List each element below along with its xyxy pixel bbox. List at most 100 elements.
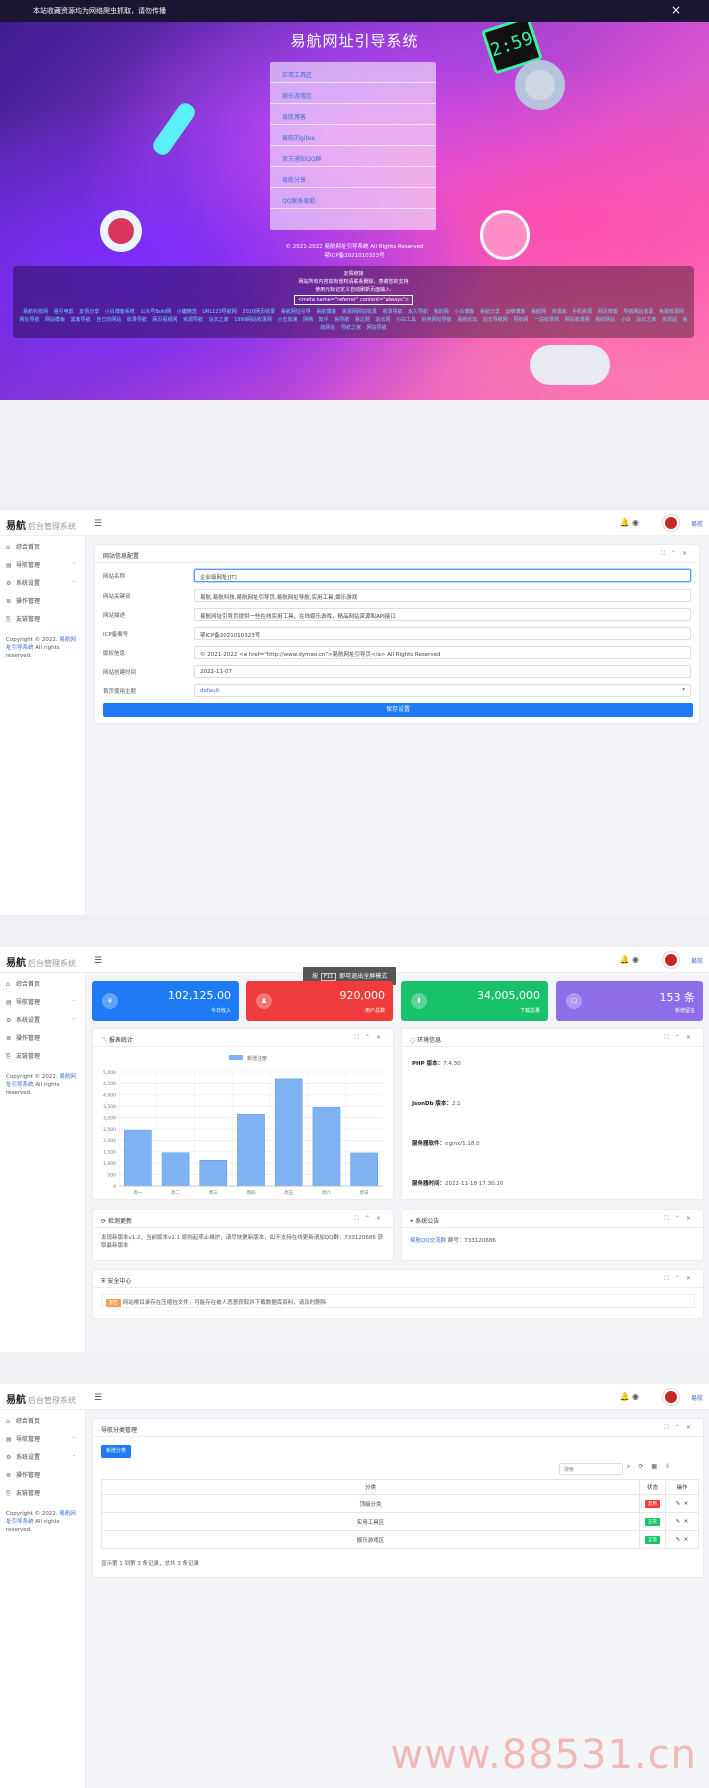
x-tick-label: 周六 bbox=[322, 1189, 331, 1196]
avatar[interactable] bbox=[663, 952, 679, 968]
y-tick-label: 1,500 bbox=[103, 1150, 116, 1156]
gear-icon: ⚙ bbox=[6, 1017, 12, 1024]
card-tools[interactable]: ⛶⌃✕ bbox=[664, 1215, 697, 1222]
theme-icon[interactable]: ◉ bbox=[632, 518, 639, 527]
theme-icon[interactable]: ◉ bbox=[632, 955, 639, 964]
menu-toggle-icon[interactable]: ☰ bbox=[94, 956, 103, 966]
sidebar-item-settings[interactable]: ⚙ 系统设置 ⌄ bbox=[6, 578, 76, 587]
x-tick-label: 周五 bbox=[284, 1190, 293, 1196]
card-title: 〽 报表统计 ⛶⌃✕ bbox=[93, 1029, 393, 1047]
delete-icon[interactable]: ✕ bbox=[683, 1518, 689, 1525]
admin-dashboard-screen: 易航 后台管理系统 ☰ 🔔 ◉ 易航 ⌂ 综合首页 ▤ 导航管理 ⌄ ⚙ 系统设置 ⌄ ≣ 操… bbox=[0, 947, 709, 1352]
admin-nav-screen: 易航 后台管理系统 ☰ 🔔 ◉ 易航 ⌂ 综合首页 ▤ 导航管理 ⌄ ⚙ 系统设置 ⌄ ≣ 操… bbox=[0, 1384, 709, 1788]
hero-menu-item[interactable]: 官方通知QQ群 bbox=[270, 146, 436, 167]
copyright-field[interactable]: © 2021-2022 <a href="http://www.dymao.cn… bbox=[194, 646, 691, 659]
bar bbox=[124, 1129, 152, 1187]
theme-select[interactable]: default ▾ bbox=[194, 684, 691, 697]
user-name[interactable]: 易航 bbox=[690, 958, 703, 965]
sidebar-item-settings[interactable]: ⚙ 系统设置 ⌄ bbox=[6, 1015, 76, 1024]
security-card: ⛨ 安全中心 ⛶⌃✕ 警告 网站根目录存在压缩包文件，可能存在被人恶意获取并下载数… bbox=[92, 1269, 704, 1319]
hero-banner: 2:59 本站收藏资源均为网络爬虫抓取，请勿传播 × 易航网址引导系统 实用工具… bbox=[0, 0, 709, 400]
icp-field[interactable]: 鄂ICP备2021010323号 bbox=[194, 627, 691, 640]
stat-tile-messages[interactable]: ☐ 153 条新增留言 bbox=[556, 981, 703, 1021]
col-header[interactable]: 状态 bbox=[639, 1479, 666, 1495]
notification-icon[interactable]: 🔔 bbox=[619, 1392, 630, 1401]
notice-link[interactable]: 易航QQ交流群 bbox=[410, 1238, 447, 1244]
status-badge[interactable]: 正常 bbox=[645, 1535, 660, 1544]
avatar[interactable] bbox=[663, 515, 679, 531]
sidebar-item-home[interactable]: ⌂ 综合首页 bbox=[6, 1418, 41, 1425]
status-badge[interactable]: 正常 bbox=[645, 1517, 660, 1526]
home-icon: ⌂ bbox=[6, 544, 10, 551]
card-tools[interactable]: ⛶⌃✕ bbox=[660, 550, 693, 557]
keywords-field[interactable]: 易航,易航科技,易航网址引导页,易航网址导航,实用工具,娱乐游戏 bbox=[194, 589, 691, 602]
hero-menu-item[interactable]: 易航博客 bbox=[270, 104, 436, 125]
close-icon[interactable]: × bbox=[670, 3, 681, 17]
edit-icon[interactable]: ✎ bbox=[675, 1536, 681, 1543]
search-input[interactable]: 搜索 bbox=[559, 1463, 623, 1475]
col-header[interactable]: 分类 bbox=[101, 1479, 640, 1495]
card-tools[interactable]: ⛶⌃✕ bbox=[664, 1275, 697, 1282]
form-row: 网站创建时间 2022-11-07 bbox=[103, 665, 701, 679]
hero-menu-item[interactable]: 实用工具区 bbox=[270, 62, 436, 83]
fullscreen-tooltip: 按 F11 即可退出全屏模式 bbox=[303, 967, 397, 985]
site-name-field[interactable]: 企业级网址[IT] bbox=[194, 569, 691, 582]
sidebar: ⌂ 综合首页 ▤ 导航管理 ⌄ ⚙ 系统设置 ⌄ ≣ 操作管理 ⎘ 友链管理 Copyrigh… bbox=[0, 536, 86, 915]
user-name[interactable]: 易航 bbox=[690, 1395, 703, 1402]
sidebar-item-home[interactable]: ⌂ 综合首页 bbox=[6, 544, 41, 551]
sidebar-item-ops[interactable]: ≣ 操作管理 bbox=[6, 1472, 41, 1479]
add-category-button[interactable]: 新增分类 bbox=[101, 1445, 131, 1458]
y-tick-label: 3,000 bbox=[103, 1115, 116, 1121]
theme-icon[interactable]: ◉ bbox=[632, 1392, 639, 1401]
sidebar-item-nav[interactable]: ▤ 导航管理 ⌄ bbox=[6, 1434, 76, 1443]
user-name[interactable]: 易航 bbox=[690, 521, 703, 528]
save-settings-button[interactable]: 保存设置 bbox=[103, 703, 693, 717]
notification-icon[interactable]: 🔔 bbox=[619, 518, 630, 527]
stat-tile-income[interactable]: ¥102,125.00 今日收入 bbox=[92, 981, 239, 1021]
sidebar-item-nav[interactable]: ▤ 导航管理 ⌄ bbox=[6, 560, 76, 569]
sidebar-item-home[interactable]: ⌂ 综合首页 bbox=[6, 981, 41, 988]
sidebar-item-ops[interactable]: ≣ 操作管理 bbox=[6, 1035, 41, 1042]
menu-icon: ≣ bbox=[6, 1035, 12, 1042]
search-icon[interactable]: ⌕ bbox=[627, 1463, 639, 1470]
sidebar-item-links[interactable]: ⎘ 友链管理 bbox=[6, 616, 41, 623]
sidebar-item-ops[interactable]: ≣ 操作管理 bbox=[6, 598, 41, 605]
hero-icp[interactable]: 鄂ICP备2021010323号 bbox=[324, 253, 385, 259]
menu-toggle-icon[interactable]: ☰ bbox=[94, 1393, 103, 1403]
sidebar-item-links[interactable]: ⎘ 友链管理 bbox=[6, 1053, 41, 1060]
card-tools[interactable]: ⛶⌃✕ bbox=[664, 1034, 697, 1041]
sidebar-item-links[interactable]: ⎘ 友链管理 bbox=[6, 1490, 41, 1497]
link-icon: ⎘ bbox=[6, 1053, 11, 1060]
sidebar-item-settings[interactable]: ⚙ 系统设置 ⌄ bbox=[6, 1452, 76, 1461]
hero-menu-item[interactable]: 易航分享 bbox=[270, 167, 436, 188]
status-badge[interactable]: 禁用 bbox=[645, 1499, 660, 1508]
friend-links[interactable]: 易航科技网 强引电影 友情分享 小白博客系统 公众号Boki网 小婕精选 URL… bbox=[19, 309, 688, 331]
card-title: ⌖ 系统公告 ⛶⌃✕ bbox=[402, 1210, 703, 1228]
card-tools[interactable]: ⛶⌃✕ bbox=[354, 1034, 387, 1041]
stat-tile-users[interactable]: ♟ 920,000 用户总数 bbox=[246, 981, 393, 1021]
card-tools[interactable]: ⛶⌃✕ bbox=[354, 1215, 387, 1222]
sidebar-item-nav[interactable]: ▤ 导航管理 ⌄ bbox=[6, 997, 76, 1006]
delete-icon[interactable]: ✕ bbox=[683, 1500, 689, 1507]
avatar[interactable] bbox=[663, 1389, 679, 1405]
notification-icon[interactable]: 🔔 bbox=[619, 955, 630, 964]
refresh-icon[interactable]: ⟳ bbox=[638, 1463, 652, 1470]
export-icon[interactable]: ⇩ bbox=[665, 1463, 679, 1470]
hero-menu-item[interactable]: 易航的gitee bbox=[270, 125, 436, 146]
columns-icon[interactable]: ▦ bbox=[651, 1463, 666, 1470]
delete-icon[interactable]: ✕ bbox=[683, 1536, 689, 1543]
edit-icon[interactable]: ✎ bbox=[675, 1500, 681, 1507]
stat-tile-downloads[interactable]: ⬇ 34,005,000 下载总量 bbox=[401, 981, 548, 1021]
chevron-down-icon: ⌄ bbox=[71, 560, 76, 566]
hero-menu-item[interactable]: QQ联系易航 bbox=[270, 188, 436, 209]
created-date-field[interactable]: 2022-11-07 bbox=[194, 665, 691, 678]
bar-chart: 新增注册 5,000 4,500 4,000 3,500 3,000 2,500 2,000 1… bbox=[103, 1055, 383, 1196]
hero-menu-item[interactable]: 娱乐游戏区 bbox=[270, 83, 436, 104]
card-tools[interactable]: ⛶⌃✕ bbox=[664, 1424, 697, 1431]
card-title: 网站信息配置 ⛶⌃✕ bbox=[95, 545, 699, 563]
hero-menu: 实用工具区 娱乐游戏区 易航博客 易航的gitee 官方通知QQ群 易航分享 Q… bbox=[270, 62, 436, 230]
description-field[interactable]: 易航网址引导页提供一些在线实用工具，在线娱乐游戏，精品网站资源和API接口 bbox=[194, 608, 691, 621]
home-icon: ⌂ bbox=[6, 981, 10, 988]
edit-icon[interactable]: ✎ bbox=[675, 1518, 681, 1525]
menu-toggle-icon[interactable]: ☰ bbox=[94, 519, 103, 529]
